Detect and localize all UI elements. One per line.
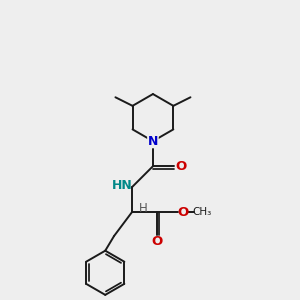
Text: O: O bbox=[178, 206, 189, 219]
Text: N: N bbox=[148, 135, 158, 148]
Text: CH₃: CH₃ bbox=[193, 207, 212, 218]
Text: O: O bbox=[175, 160, 186, 173]
Text: H: H bbox=[139, 202, 147, 215]
Text: HN: HN bbox=[112, 178, 133, 191]
Text: O: O bbox=[151, 236, 162, 248]
